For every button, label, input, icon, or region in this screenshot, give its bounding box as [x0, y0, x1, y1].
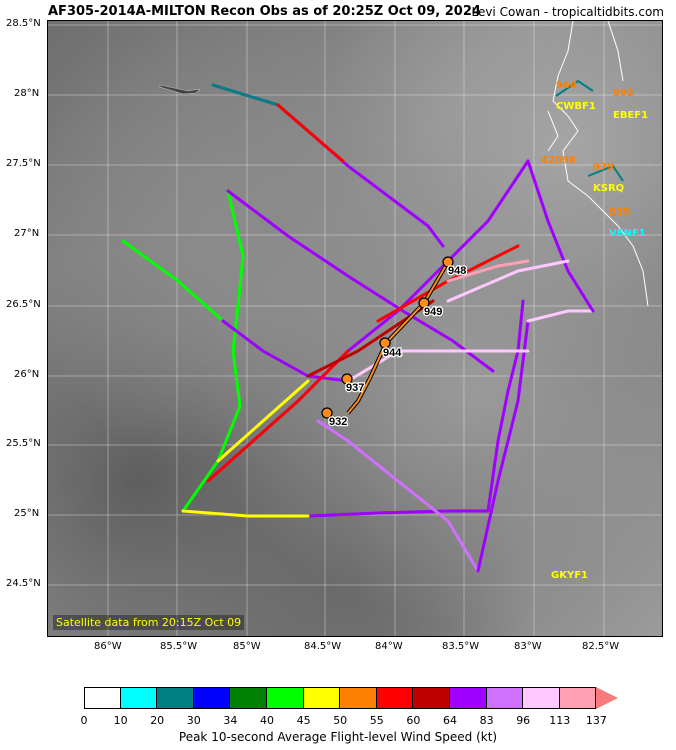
satellite-time-label: Satellite data from 20:15Z Oct 09: [53, 615, 245, 630]
lon-tick: 83°W: [514, 641, 542, 652]
map-overlay: 932 937 944 949 948: [48, 21, 662, 636]
colorbar: [84, 687, 619, 709]
colorbar-segment: [449, 687, 487, 709]
credit-label: Levi Cowan - tropicaltidbits.com: [471, 5, 664, 19]
lon-tick: 85°W: [233, 641, 261, 652]
colorbar-labels: 0 10 20 30 34 40 45 50 55 60 64 83 96 113 137: [80, 714, 624, 728]
station-label: CWBF1: [556, 101, 596, 112]
colorbar-extend-arrow: [596, 687, 619, 709]
colorbar-tick-label: 40: [260, 714, 274, 727]
colorbar-tick-label: 64: [443, 714, 457, 727]
station-label: EBEF1: [613, 110, 649, 121]
chart-title: AF305-2014A-MILTON Recon Obs as of 20:25…: [48, 4, 481, 19]
lon-tick: 82.5°W: [582, 641, 620, 652]
coastline: [552, 21, 649, 307]
center-fix-point: [379, 337, 391, 349]
lat-tick: 27°N: [14, 228, 40, 239]
colorbar-tick-label: 55: [369, 714, 384, 727]
center-fix-point: [321, 407, 333, 419]
colorbar-segment: [486, 687, 524, 709]
colorbar-segment: [523, 687, 560, 709]
colorbar-segment: [376, 687, 414, 709]
station-label: GKYF1: [551, 570, 588, 581]
colorbar-segment: [413, 687, 450, 709]
lon-tick: 86°W: [94, 641, 122, 652]
lat-tick: 28°N: [14, 88, 40, 99]
colorbar-tick-label: 20: [150, 714, 165, 727]
colorbar-segment: [266, 687, 304, 709]
colorbar-segment: [303, 687, 341, 709]
center-fix-point: [442, 256, 454, 268]
colorbar-tick-label: 34: [223, 714, 238, 727]
colorbar-segment: [157, 687, 194, 709]
colorbar-tick-label: 30: [186, 714, 201, 727]
station-label: 42098: [541, 155, 576, 166]
colorbar-segment: [559, 687, 597, 709]
colorbar-tick-label: 45: [296, 714, 311, 727]
pressure-label: 949: [424, 306, 442, 318]
lat-tick: 24.5°N: [6, 578, 41, 589]
pressure-label: 937: [346, 382, 364, 394]
station-value: 935: [609, 207, 630, 218]
lat-tick: 28.5°N: [6, 18, 41, 29]
colorbar-tick-label: 0: [80, 714, 88, 727]
station-label: VENF1: [609, 228, 646, 239]
colorbar-segment: [120, 687, 158, 709]
station-value: 979: [593, 162, 614, 173]
pressure-label: 944: [383, 347, 402, 359]
station-value: 992: [613, 88, 634, 99]
station-value: 968: [556, 80, 577, 91]
lat-tick: 25°N: [14, 508, 40, 519]
aircraft-icon: [159, 84, 201, 95]
colorbar-segment: [193, 687, 231, 709]
lat-tick: 27.5°N: [6, 158, 41, 169]
pressure-label: 948: [448, 265, 466, 277]
pressure-label: 932: [329, 416, 347, 428]
colorbar-segment: [340, 687, 377, 709]
satellite-background: [48, 21, 662, 636]
lat-tick: 26.5°N: [6, 299, 41, 310]
colorbar-tick-label: 10: [113, 714, 128, 727]
center-fix-point: [341, 373, 353, 385]
lat-tick: 26°N: [14, 369, 40, 380]
lon-tick: 85.5°W: [160, 641, 198, 652]
colorbar-tick-label: 137: [585, 714, 607, 727]
station-label: KSRQ: [593, 183, 625, 194]
lat-tick: 25.5°N: [6, 438, 41, 449]
colorbar-tick-label: 60: [406, 714, 421, 727]
colorbar-tick-label: 83: [479, 714, 494, 727]
map-panel: 932 937 944 949 948 968 992 979 935 CWBF…: [47, 20, 663, 637]
colorbar-tick-label: 113: [549, 714, 571, 727]
colorbar-segment: [84, 687, 121, 709]
center-fix-point: [418, 297, 430, 309]
lon-tick: 83.5°W: [442, 641, 480, 652]
colorbar-title: Peak 10-second Average Flight-level Wind…: [178, 730, 498, 744]
colorbar-tick-label: 96: [516, 714, 531, 727]
lon-tick: 84.5°W: [304, 641, 342, 652]
colorbar-segment: [230, 687, 267, 709]
lon-tick: 84°W: [375, 641, 403, 652]
colorbar-tick-label: 50: [333, 714, 348, 727]
